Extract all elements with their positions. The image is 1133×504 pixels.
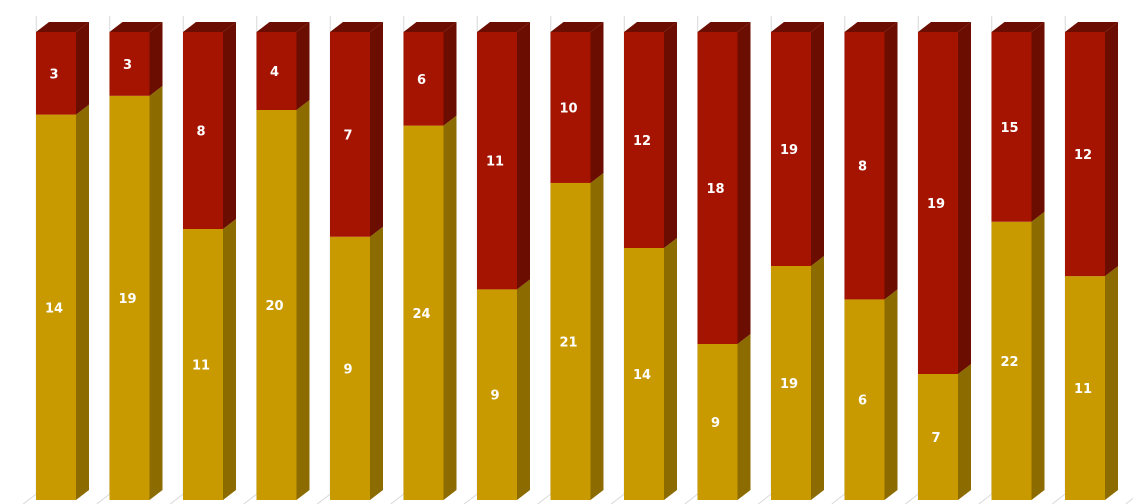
bar-segment-series-2 [109, 22, 163, 96]
bar-segment-series-1 [624, 238, 677, 500]
bar-segment-series-1 [918, 364, 971, 500]
data-label-series-2: 6 [417, 73, 426, 88]
bar-segment-series-2 [256, 22, 310, 110]
bar-top-face [624, 22, 677, 32]
floor-grid-line [757, 493, 772, 504]
data-label-series-2: 18 [706, 182, 724, 197]
data-label-series-2: 19 [780, 143, 798, 158]
bar-top-face [403, 22, 457, 32]
floor-grid-line [978, 493, 993, 504]
data-label-series-2: 11 [486, 155, 504, 170]
bar-top-face [771, 22, 824, 32]
bar-top-face [183, 22, 236, 32]
data-label-series-2: 8 [196, 125, 205, 140]
floor-grid-line [537, 493, 552, 504]
data-label-series-2: 8 [858, 160, 867, 175]
data-label-series-1: 24 [412, 307, 430, 322]
bar-segment-series-1 [183, 219, 236, 501]
floor-grid-line [96, 493, 111, 504]
floor-grid-line [22, 493, 37, 504]
data-label-series-2: 3 [123, 58, 132, 73]
bar-segment-series-2 [550, 22, 604, 183]
data-label-series-1: 19 [118, 292, 136, 307]
bar-segment-series-2 [991, 22, 1045, 222]
data-label-series-2: 10 [559, 101, 577, 116]
bar-top-face [844, 22, 898, 32]
bar-top-face [256, 22, 310, 32]
floor-grid-line [390, 493, 405, 504]
data-label-series-1: 14 [45, 301, 63, 316]
bar-top-face [550, 22, 604, 32]
bar-segment-series-1 [550, 172, 604, 500]
bar-segment-series-1 [1065, 266, 1118, 500]
bar-segment-series-2 [844, 22, 898, 300]
bar-segment-series-1 [330, 226, 383, 500]
data-label-series-1: 7 [931, 431, 940, 446]
data-label-series-1: 9 [490, 389, 499, 404]
data-label-series-1: 21 [559, 335, 577, 350]
data-label-series-2: 3 [49, 67, 58, 82]
data-label-series-2: 4 [270, 65, 279, 80]
data-label-series-1: 11 [1074, 382, 1092, 397]
data-label-series-2: 12 [633, 134, 651, 149]
bar-segment-series-1 [771, 256, 824, 500]
bar-top-face [477, 22, 530, 32]
bar-segment-series-2 [330, 22, 383, 237]
bar-segment-series-2 [697, 22, 751, 344]
bar-segment-series-2 [36, 22, 89, 115]
bar-segment-series-2 [183, 22, 236, 230]
bar-segment-series-1 [477, 279, 530, 500]
data-label-series-1: 6 [858, 394, 867, 409]
bar-segment-series-2 [477, 22, 530, 290]
data-label-series-1: 20 [265, 299, 283, 314]
floor-grid-line [243, 493, 258, 504]
data-label-series-1: 22 [1000, 355, 1018, 370]
floor-grid-line [610, 493, 625, 504]
bar-segment-series-2 [1065, 22, 1118, 277]
data-label-series-1: 14 [633, 368, 651, 383]
data-labels: 14 3 19 3 11 8 20 4 9 7 24 6 9 11 21 10 14 12 9 18 19 19 6 8 7 19… [45, 58, 1092, 446]
bar-top-face [991, 22, 1045, 32]
floor-grid-line [1051, 493, 1066, 504]
floor-grid-line [463, 493, 478, 504]
data-label-series-1: 9 [343, 362, 352, 377]
floor-grid-line [316, 493, 331, 504]
bars [36, 22, 1118, 501]
bar-segment-series-2 [771, 22, 824, 266]
data-label-series-2: 7 [343, 128, 352, 143]
bar-top-face [697, 22, 751, 32]
bar-top-face [918, 22, 971, 32]
bar-top-face [36, 22, 89, 32]
floor-grid-line [831, 493, 846, 504]
data-label-series-2: 19 [927, 197, 945, 212]
bar-segment-series-1 [36, 104, 89, 501]
bar-segment-series-1 [256, 100, 310, 500]
floor-grid-line [169, 493, 184, 504]
floor-grid-line [904, 493, 919, 504]
floor-grid-line [1125, 497, 1133, 504]
bar-segment-series-2 [918, 22, 971, 374]
bar-segment-series-2 [624, 22, 677, 248]
bar-segment-series-1 [991, 211, 1045, 500]
bar-segment-series-1 [109, 85, 163, 501]
bar-top-face [1065, 22, 1118, 32]
bar-segment-series-1 [844, 289, 898, 500]
data-label-series-2: 12 [1074, 148, 1092, 163]
bar-segment-series-2 [403, 22, 457, 126]
bar-top-face [109, 22, 163, 32]
data-label-series-1: 9 [711, 416, 720, 431]
data-label-series-2: 15 [1000, 121, 1018, 136]
floor-grid-line [684, 493, 699, 504]
bar-segment-series-1 [697, 334, 751, 500]
bar-segment-series-1 [403, 115, 457, 500]
data-label-series-1: 19 [780, 377, 798, 392]
data-label-series-1: 11 [192, 359, 210, 374]
bar-top-face [330, 22, 383, 32]
